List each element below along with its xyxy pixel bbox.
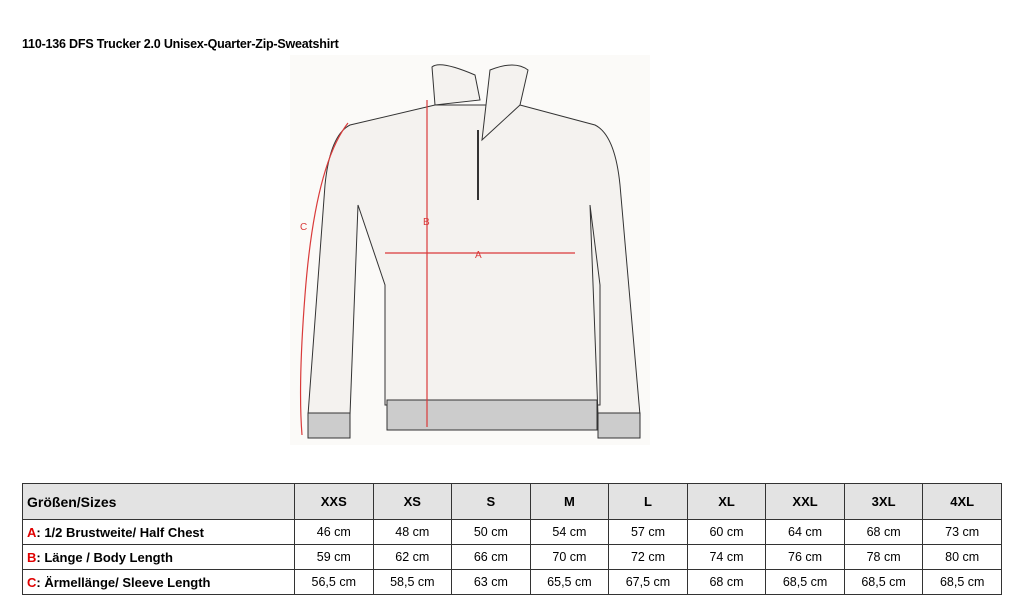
- measurement-name: : Länge / Body Length: [36, 549, 173, 565]
- label-a: A: [475, 250, 482, 261]
- sweatshirt-outline: [307, 64, 641, 439]
- size-header: S: [451, 483, 531, 520]
- measurement-value: 67,5 cm: [608, 569, 688, 595]
- size-table: Größen/Sizes XXS XS S M L XL XXL 3XL 4XL…: [22, 483, 1002, 595]
- measurement-letter: B: [27, 549, 37, 565]
- measurement-value: 74 cm: [686, 544, 767, 570]
- measurement-value: 56,5 cm: [294, 569, 374, 595]
- measurement-name: : 1/2 Brustweite/ Half Chest: [36, 524, 204, 540]
- measurement-label: B: Länge / Body Length: [22, 544, 295, 570]
- table-row: B: Länge / Body Length 59 cm 62 cm 66 cm 70 …: [22, 544, 1002, 570]
- measurement-value: 50 cm: [451, 519, 531, 545]
- sizes-header: Größen/Sizes: [22, 483, 295, 520]
- size-header: M: [529, 483, 610, 520]
- measurement-label: A: 1/2 Brustweite/ Half Chest: [22, 519, 295, 545]
- size-header: 3XL: [843, 483, 924, 520]
- table-row: A: 1/2 Brustweite/ Half Chest 46 cm 48 cm 5…: [22, 519, 1002, 545]
- measurement-value: 58,5 cm: [372, 569, 453, 595]
- measurement-value: 63 cm: [451, 569, 531, 595]
- measurement-value: 66 cm: [451, 544, 531, 570]
- measurement-value: 76 cm: [765, 544, 845, 570]
- measurement-letter: A: [27, 524, 37, 540]
- label-b: B: [423, 217, 430, 228]
- measurement-letter: C: [27, 574, 37, 590]
- measurement-name: : Ärmellänge/ Sleeve Length: [36, 574, 211, 590]
- measurement-value: 68,5 cm: [922, 569, 1002, 595]
- measurement-value: 68 cm: [843, 519, 924, 545]
- size-header: XS: [372, 483, 453, 520]
- table-header-row: Größen/Sizes XXS XS S M L XL XXL 3XL 4XL: [22, 483, 1002, 520]
- measurement-value: 73 cm: [922, 519, 1002, 545]
- size-header: 4XL: [922, 483, 1002, 520]
- size-header: XXS: [294, 483, 374, 520]
- measurement-value: 59 cm: [294, 544, 374, 570]
- sweatshirt-diagram: B A C: [290, 55, 650, 445]
- measurement-value: 54 cm: [529, 519, 610, 545]
- measurement-value: 70 cm: [529, 544, 610, 570]
- size-header: L: [608, 483, 688, 520]
- measurement-label: C: Ärmellänge/ Sleeve Length: [22, 569, 295, 595]
- measurement-value: 78 cm: [843, 544, 924, 570]
- product-title: 110-136 DFS Trucker 2.0 Unisex-Quarter-Z…: [22, 37, 339, 51]
- label-c: C: [300, 222, 307, 233]
- measurement-value: 68,5 cm: [843, 569, 924, 595]
- measurement-value: 57 cm: [608, 519, 688, 545]
- table-row: C: Ärmellänge/ Sleeve Length 56,5 cm 58,5 …: [22, 569, 1002, 595]
- measurement-value: 68 cm: [686, 569, 767, 595]
- measure-lines: [299, 100, 575, 436]
- measurement-value: 60 cm: [686, 519, 767, 545]
- measurement-value: 65,5 cm: [529, 569, 610, 595]
- measurement-value: 80 cm: [922, 544, 1002, 570]
- measurement-value: 72 cm: [608, 544, 688, 570]
- size-header: XL: [686, 483, 767, 520]
- size-header: XXL: [765, 483, 845, 520]
- measurement-value: 68,5 cm: [765, 569, 845, 595]
- measurement-value: 64 cm: [765, 519, 845, 545]
- measurement-value: 62 cm: [372, 544, 453, 570]
- measurement-value: 46 cm: [294, 519, 374, 545]
- measurement-value: 48 cm: [372, 519, 453, 545]
